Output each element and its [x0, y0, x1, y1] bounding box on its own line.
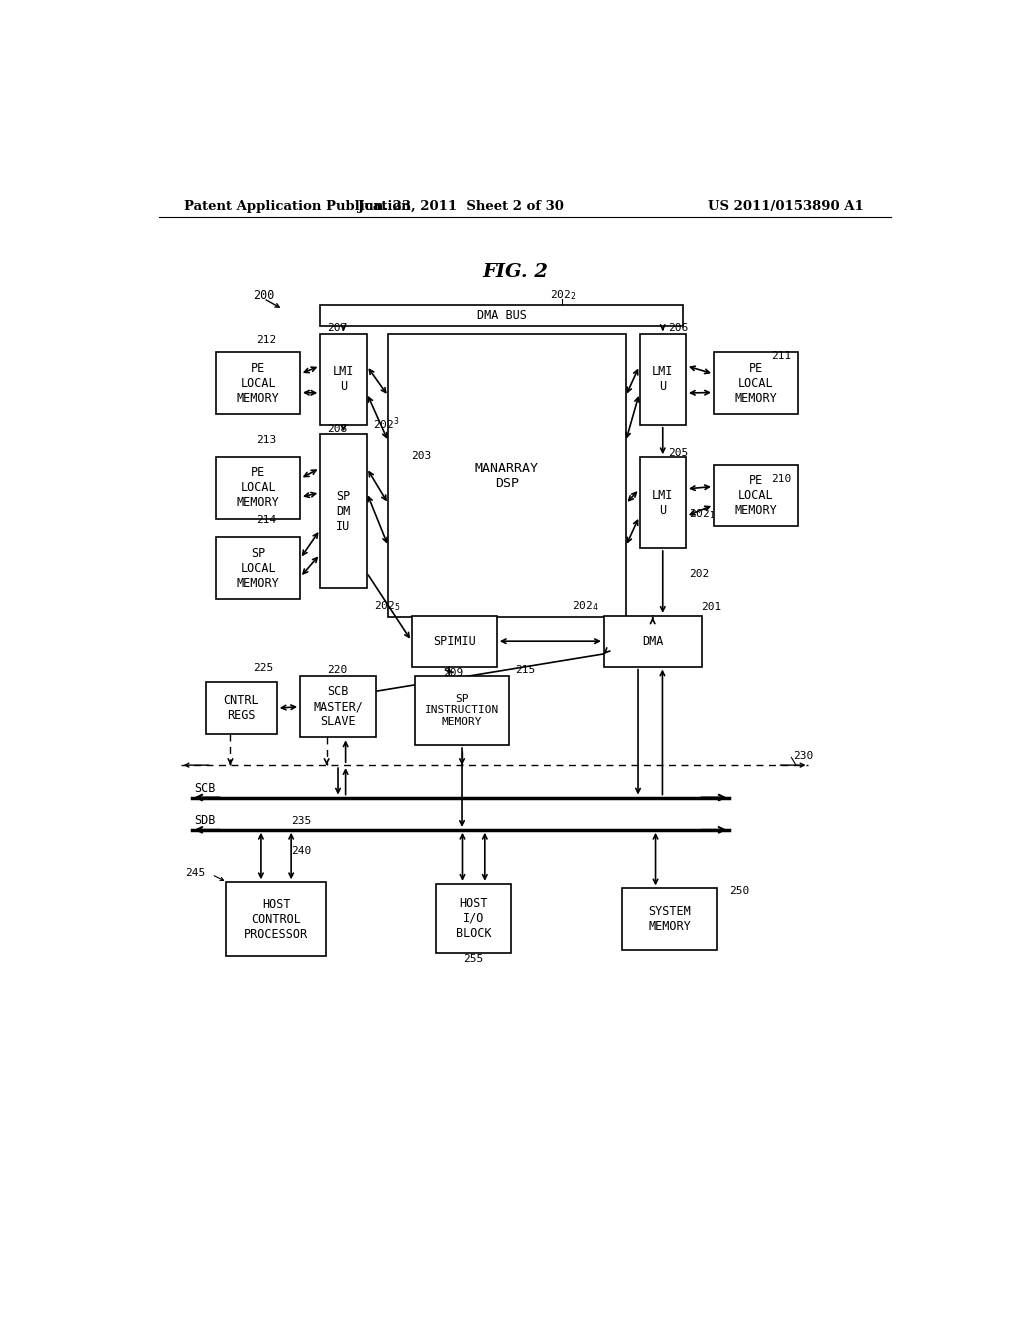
Text: 235: 235 — [291, 816, 311, 825]
Text: 202$^3$: 202$^3$ — [373, 414, 399, 432]
Bar — [321, 334, 367, 425]
Text: 250: 250 — [729, 887, 750, 896]
Bar — [412, 615, 497, 667]
Text: 202$_5$: 202$_5$ — [375, 599, 400, 614]
Text: PE
LOCAL
MEMORY: PE LOCAL MEMORY — [237, 466, 280, 510]
Text: SPIMIU: SPIMIU — [433, 635, 476, 648]
Text: 200: 200 — [254, 289, 274, 302]
Text: 213: 213 — [257, 436, 276, 445]
Text: 220: 220 — [327, 665, 347, 675]
Text: HOST
I/O
BLOCK: HOST I/O BLOCK — [456, 896, 492, 940]
Bar — [216, 457, 300, 519]
Text: 203: 203 — [411, 450, 431, 461]
Text: 202$_4$: 202$_4$ — [572, 599, 599, 614]
Text: CNTRL
REGS: CNTRL REGS — [223, 694, 259, 722]
Text: SCB
MASTER/
SLAVE: SCB MASTER/ SLAVE — [313, 685, 362, 729]
Text: 210: 210 — [771, 474, 792, 483]
Bar — [640, 334, 686, 425]
Bar — [604, 615, 701, 667]
Bar — [321, 434, 367, 589]
Text: 202$_2$: 202$_2$ — [550, 289, 577, 302]
Text: Patent Application Publication: Patent Application Publication — [183, 199, 411, 213]
Text: LMI
U: LMI U — [652, 488, 674, 516]
Text: 201: 201 — [701, 602, 722, 611]
Bar — [714, 465, 798, 527]
Text: HOST
CONTROL
PROCESSOR: HOST CONTROL PROCESSOR — [244, 898, 308, 941]
Text: Jun. 23, 2011  Sheet 2 of 30: Jun. 23, 2011 Sheet 2 of 30 — [358, 199, 564, 213]
Bar — [216, 352, 300, 414]
Text: 230: 230 — [793, 751, 813, 760]
Text: PE
LOCAL
MEMORY: PE LOCAL MEMORY — [734, 362, 777, 405]
Bar — [436, 884, 511, 953]
Text: 225: 225 — [254, 663, 273, 673]
Bar — [321, 305, 683, 326]
Text: 209: 209 — [443, 668, 464, 677]
Bar — [640, 457, 686, 548]
Text: SDB: SDB — [195, 814, 216, 828]
Bar — [216, 537, 300, 599]
Text: FIG. 2: FIG. 2 — [482, 264, 549, 281]
Text: LMI
U: LMI U — [652, 366, 674, 393]
Bar — [415, 676, 509, 744]
Text: DMA: DMA — [642, 635, 664, 648]
Text: 245: 245 — [185, 869, 206, 878]
Text: 207: 207 — [327, 323, 347, 333]
Text: 208: 208 — [327, 425, 347, 434]
Text: 240: 240 — [291, 846, 311, 857]
Text: PE
LOCAL
MEMORY: PE LOCAL MEMORY — [237, 362, 280, 405]
Bar — [714, 352, 798, 414]
Text: 211: 211 — [771, 351, 792, 360]
Bar — [623, 888, 717, 950]
Text: SP
DM
IU: SP DM IU — [336, 490, 350, 532]
Text: US 2011/0153890 A1: US 2011/0153890 A1 — [709, 199, 864, 213]
Text: LMI
U: LMI U — [333, 366, 354, 393]
Text: MANARRAY
DSP: MANARRAY DSP — [475, 462, 539, 490]
Text: 202$_1$: 202$_1$ — [689, 507, 716, 521]
Text: 205: 205 — [668, 447, 688, 458]
Text: SCB: SCB — [195, 781, 216, 795]
Bar — [300, 676, 376, 738]
Text: SYSTEM
MEMORY: SYSTEM MEMORY — [648, 906, 691, 933]
Text: 215: 215 — [515, 665, 536, 675]
Text: SP
INSTRUCTION
MEMORY: SP INSTRUCTION MEMORY — [425, 694, 499, 727]
Text: SP
LOCAL
MEMORY: SP LOCAL MEMORY — [237, 546, 280, 590]
Text: 212: 212 — [257, 335, 276, 345]
Text: 202: 202 — [689, 569, 710, 579]
Bar — [388, 334, 626, 618]
Bar — [206, 682, 276, 734]
Text: 206: 206 — [668, 323, 688, 333]
Text: 214: 214 — [257, 515, 276, 525]
Text: DMA BUS: DMA BUS — [476, 309, 526, 322]
Bar — [225, 882, 327, 956]
Text: 255: 255 — [464, 954, 483, 964]
Text: PE
LOCAL
MEMORY: PE LOCAL MEMORY — [734, 474, 777, 517]
